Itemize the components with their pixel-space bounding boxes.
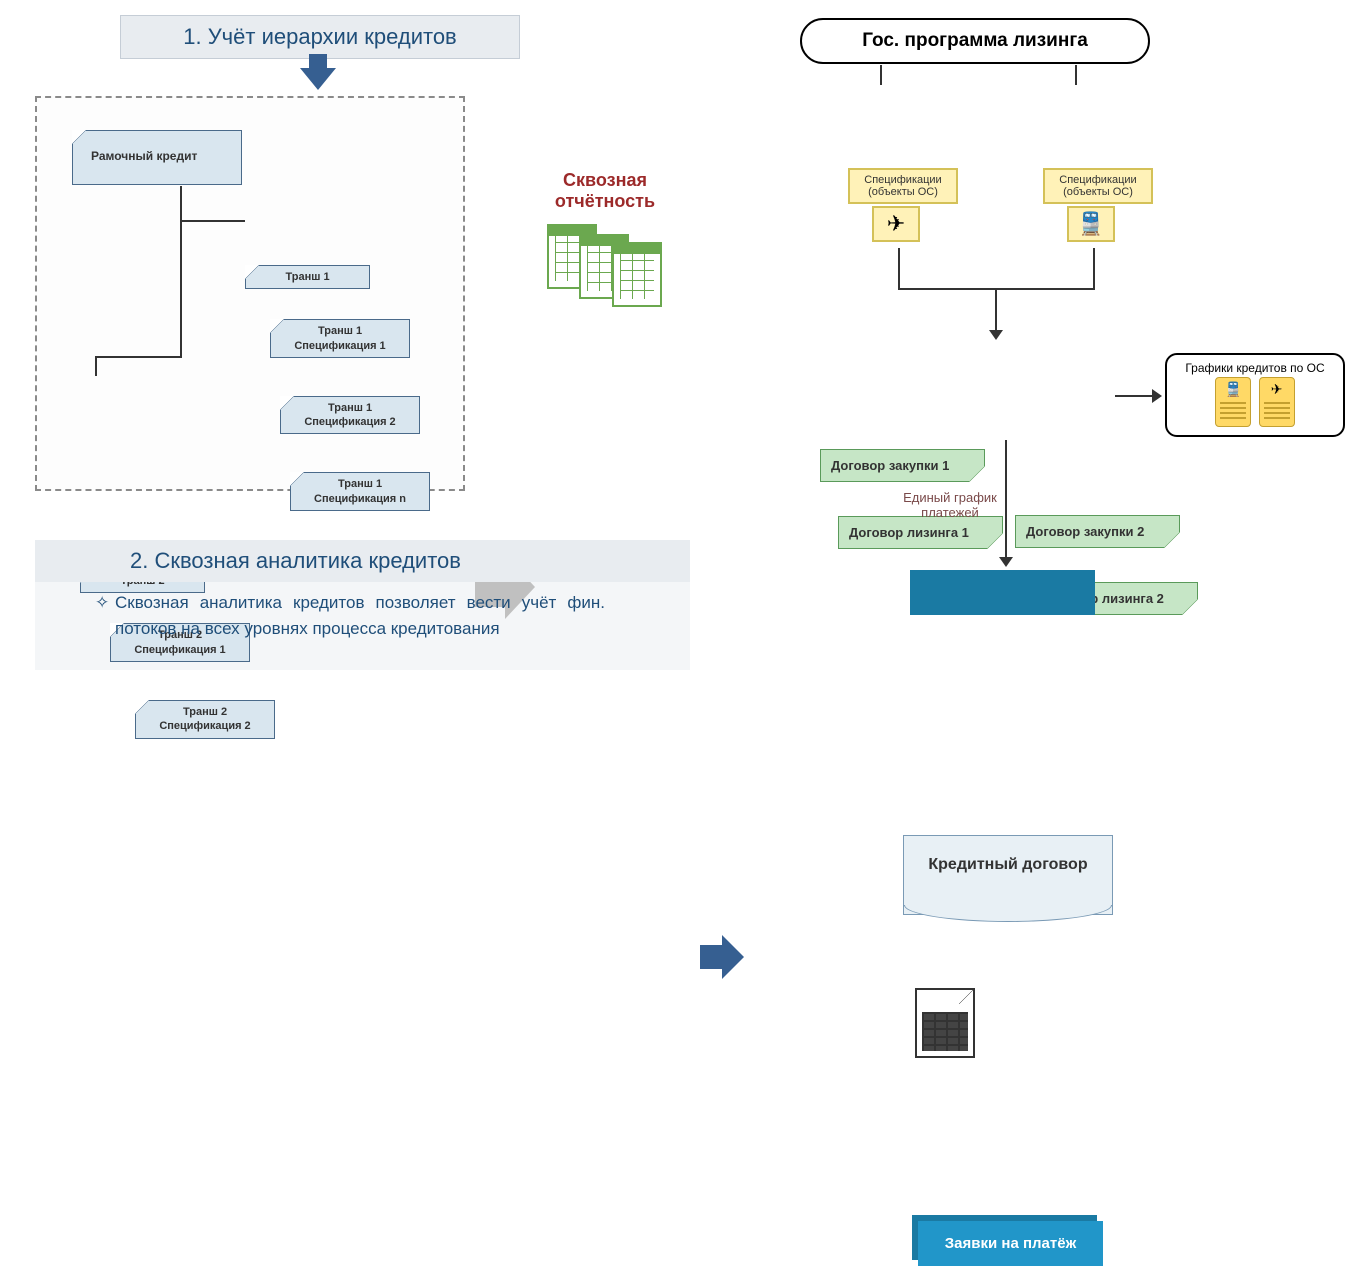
tranche1-specn-doc: Транш 1 Спецификация n: [290, 472, 430, 511]
payment-requests-box: Заявки на платёж: [918, 1221, 1103, 1266]
arrowhead-down-icon: [989, 330, 1003, 340]
t1s1-l2: Спецификация 1: [294, 340, 385, 352]
program-pill: Гос. программа лизинга: [800, 18, 1150, 64]
sim1-icon: 🚆: [1215, 377, 1251, 427]
spec2-l1: Спецификации: [1059, 174, 1136, 186]
os-label: Графики кредитов по ОС: [1185, 361, 1324, 375]
payment-schedule-label: Единый график платежей: [895, 490, 1005, 520]
t1sn-l1: Транш 1: [338, 478, 382, 490]
t1s2-l2: Спецификация 2: [304, 416, 395, 428]
tree-line-h2: [95, 356, 182, 358]
spreadsheet-stack-icon: [545, 228, 668, 298]
train-icon: 🚆: [1067, 206, 1115, 242]
line-d1: [898, 248, 900, 288]
airplane-icon: ✈: [872, 206, 920, 242]
purchase2-doc: Договор закупки 2: [1015, 515, 1180, 548]
t1s1-l1: Транш 1: [318, 325, 362, 337]
report-l2: отчётность: [555, 191, 655, 211]
section2-bullet: ✧ Сквозная аналитика кредитов позволяет …: [115, 590, 605, 641]
ps-l2: платежей: [921, 505, 979, 520]
spec2-l2: (объекты ОС): [1063, 186, 1133, 198]
os-schedules-box: Графики кредитов по ОС 🚆 ✈: [1165, 353, 1345, 437]
spec1-l1: Спецификации: [864, 174, 941, 186]
stack-back: [910, 570, 1095, 615]
spec1-box: Спецификации (объекты ОС): [848, 168, 958, 204]
section2-text: Сквозная аналитика кредитов позволяет ве…: [115, 593, 605, 638]
tree-line-v2: [95, 356, 97, 376]
tranche1-spec2-doc: Транш 1 Спецификация 2: [280, 396, 420, 435]
tranche1-doc: Транш 1: [245, 265, 370, 289]
arrowhead-right-icon: [1152, 389, 1162, 403]
t2s2-l1: Транш 2: [183, 706, 227, 718]
sim2-icon: ✈: [1259, 377, 1295, 427]
arrow-down-1: [300, 54, 336, 90]
spec2-box: Спецификации (объекты ОС): [1043, 168, 1153, 204]
frame-credit-doc: Рамочный кредит: [72, 130, 242, 185]
line-d3: [995, 288, 997, 333]
connector-l: [880, 65, 882, 85]
line-d2: [1093, 248, 1095, 288]
tree-line-h1: [180, 220, 245, 222]
purchase1-doc: Договор закупки 1: [820, 449, 985, 482]
t2s2-l2: Спецификация 2: [159, 720, 250, 732]
t1s2-l1: Транш 1: [328, 402, 372, 414]
line-to-os: [1115, 395, 1155, 397]
tree-line-v: [180, 186, 182, 356]
spec1-l2: (объекты ОС): [868, 186, 938, 198]
tranche1-spec1-doc: Транш 1 Спецификация 1: [270, 319, 410, 358]
report-l1: Сквозная: [563, 170, 647, 190]
connector-r: [1075, 65, 1077, 85]
tranche2-spec2-doc: Транш 2 Спецификация 2: [135, 700, 275, 739]
credit-contract-doc: Кредитный договор: [903, 835, 1113, 915]
line-d4: [1005, 440, 1007, 560]
section2-header: 2. Сквозная аналитика кредитов: [35, 540, 690, 582]
arrowhead-down2-icon: [999, 557, 1013, 567]
section1-header: 1. Учёт иерархии кредитов: [120, 15, 520, 59]
ps-l1: Единый график: [903, 490, 997, 505]
report-title: Сквозная отчётность: [535, 170, 675, 212]
blue-arrow-icon: [700, 945, 1361, 969]
t2s1-l2: Спецификация 1: [134, 644, 225, 656]
bullet-icon: ✧: [95, 590, 109, 616]
t1sn-l2: Спецификация n: [314, 493, 406, 505]
leasing1-doc: Договор лизинга 1: [838, 516, 1003, 549]
table-icon: [915, 988, 975, 1058]
